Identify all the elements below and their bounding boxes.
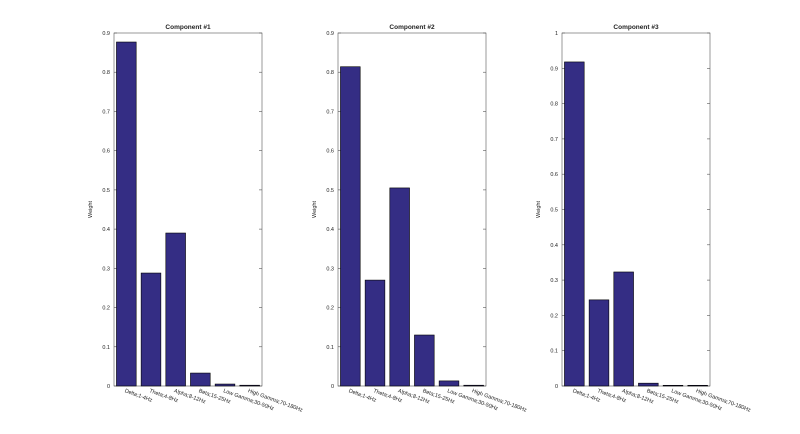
y-tick-label: 0.8 bbox=[326, 70, 334, 76]
bar bbox=[340, 66, 361, 387]
y-tick-label: 0.4 bbox=[326, 227, 334, 233]
y-tick-label: 0.9 bbox=[550, 66, 558, 72]
y-tick-label: 0.4 bbox=[550, 243, 558, 249]
bar bbox=[463, 384, 484, 387]
y-tick-label: 0.2 bbox=[102, 306, 110, 312]
y-tick-label: 0.9 bbox=[102, 31, 110, 37]
y-tick-label: 0.8 bbox=[550, 102, 558, 108]
bar bbox=[564, 61, 585, 387]
y-tick-label: 0.7 bbox=[550, 137, 558, 143]
y-tick-label: 0.9 bbox=[326, 31, 334, 37]
bar bbox=[662, 384, 684, 387]
chart-title: Component #3 bbox=[613, 24, 659, 31]
y-tick-label: 0.3 bbox=[550, 278, 558, 284]
bar bbox=[116, 41, 137, 387]
chart-title: Component #2 bbox=[389, 24, 435, 31]
y-axis-label: Weight bbox=[536, 201, 542, 218]
y-tick-label: 0.6 bbox=[102, 149, 110, 155]
y-tick-label: 0.8 bbox=[102, 70, 110, 76]
y-tick-label: 0.3 bbox=[326, 266, 334, 272]
bar bbox=[389, 187, 410, 387]
y-tick-label: 0.1 bbox=[326, 345, 334, 351]
y-tick-label: 0.3 bbox=[102, 266, 110, 272]
plot-frame bbox=[113, 32, 263, 387]
y-tick-label: 0 bbox=[107, 384, 110, 390]
y-tick-label: 0 bbox=[331, 384, 334, 390]
bar bbox=[638, 382, 659, 387]
bar bbox=[214, 383, 236, 387]
bar bbox=[438, 380, 460, 387]
y-tick-label: 0.5 bbox=[326, 188, 334, 194]
y-tick-label: 0.6 bbox=[326, 149, 334, 155]
y-tick-label: 0.6 bbox=[550, 172, 558, 178]
bar bbox=[364, 279, 386, 387]
y-tick-label: 1 bbox=[555, 31, 558, 37]
plot-frame bbox=[337, 32, 487, 387]
y-axis-label: Weight bbox=[312, 201, 318, 218]
y-tick-label: 0.1 bbox=[102, 345, 110, 351]
chart-title: Component #1 bbox=[165, 24, 211, 31]
y-tick-label: 0.7 bbox=[102, 109, 110, 115]
bar bbox=[239, 384, 260, 387]
bar bbox=[140, 272, 162, 387]
y-axis-label: Weight bbox=[88, 201, 94, 218]
bar bbox=[613, 271, 634, 387]
y-tick-label: 0.5 bbox=[550, 208, 558, 214]
bar bbox=[687, 384, 708, 387]
bar bbox=[165, 232, 186, 387]
y-tick-label: 0.2 bbox=[550, 313, 558, 319]
y-tick-label: 0 bbox=[555, 384, 558, 390]
bar bbox=[190, 372, 211, 387]
bar bbox=[414, 334, 435, 387]
y-tick-label: 0.1 bbox=[550, 349, 558, 355]
y-tick-label: 0.7 bbox=[326, 109, 334, 115]
y-tick-label: 0.4 bbox=[102, 227, 110, 233]
y-tick-label: 0.5 bbox=[102, 188, 110, 194]
bar bbox=[588, 299, 610, 387]
y-tick-label: 0.2 bbox=[326, 306, 334, 312]
